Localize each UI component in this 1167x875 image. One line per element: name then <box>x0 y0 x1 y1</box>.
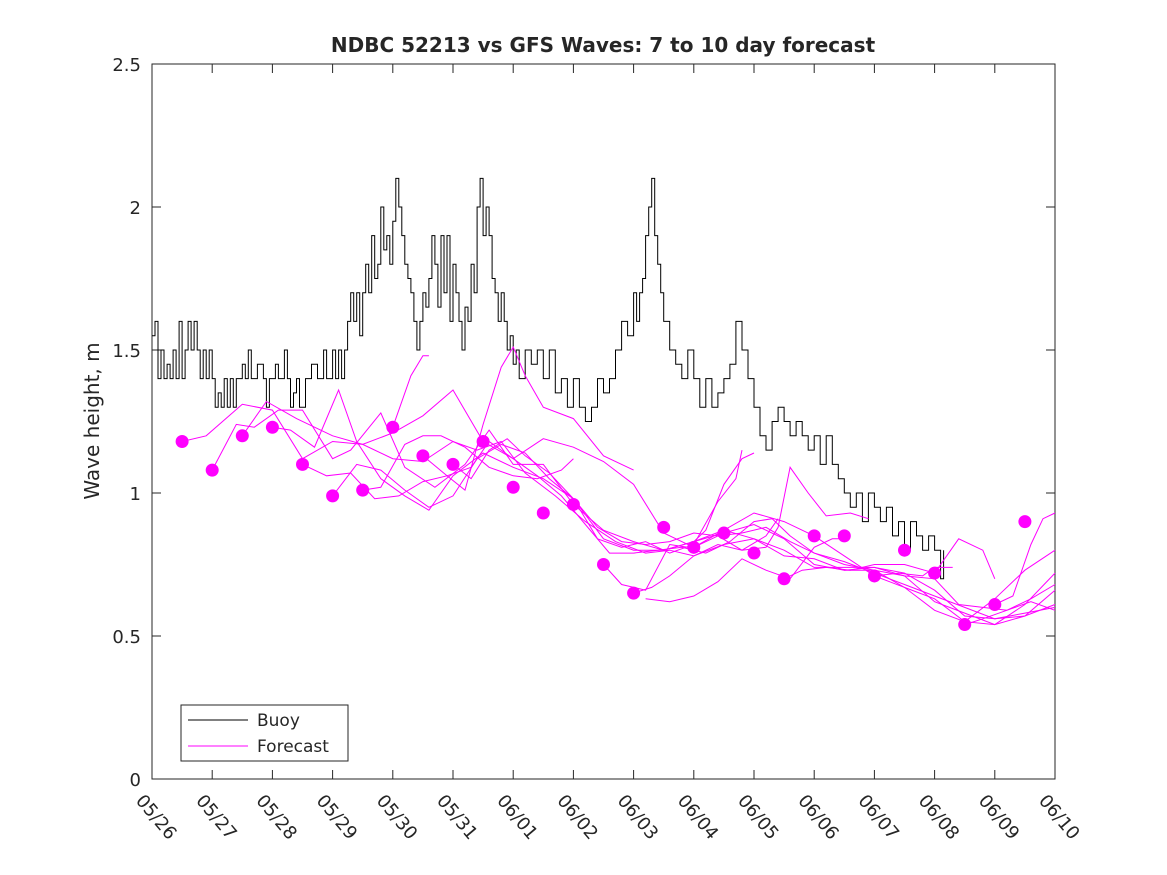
forecast-trace-line <box>422 345 634 491</box>
forecast-point <box>988 598 1002 612</box>
forecast-trace-line <box>332 443 1056 611</box>
forecast-trace-line <box>181 389 1056 623</box>
forecast-point <box>958 618 972 632</box>
forecast-point <box>867 569 881 583</box>
forecast-point <box>536 506 550 520</box>
forecast-point <box>687 540 701 554</box>
forecast-point <box>416 449 430 463</box>
buoy-series-line <box>152 177 945 580</box>
forecast-trace-line <box>693 466 869 551</box>
y-tick-label: 1 <box>130 484 141 505</box>
forecast-point <box>356 483 370 497</box>
forecast-point <box>296 457 309 471</box>
forecast-trace-line <box>272 388 1056 626</box>
y-tick-label: 2 <box>130 198 141 219</box>
forecast-point <box>597 558 610 571</box>
forecast-trace-line <box>633 518 779 594</box>
legend: Buoy Forecast <box>180 704 349 762</box>
plot-area: 00.511.522.5 05/26 05/27 05/28 05/29 05/30 05… <box>112 55 1083 844</box>
forecast-point <box>627 586 641 600</box>
series-layer <box>152 177 1056 632</box>
forecast-point <box>235 429 249 443</box>
forecast-trace-line <box>362 435 574 491</box>
forecast-point <box>898 543 911 557</box>
forecast-point <box>837 529 851 543</box>
y-tick-label: 2.5 <box>112 55 141 76</box>
legend-box <box>180 704 349 762</box>
forecast-point <box>446 457 460 471</box>
forecast-point <box>326 489 340 503</box>
forecast-trace-line <box>241 400 1056 626</box>
forecast-trace-line <box>392 355 429 428</box>
forecast-point <box>747 546 761 560</box>
y-axis-label: Wave height, m <box>80 342 104 499</box>
forecast-point <box>777 572 791 586</box>
forecast-trace-line <box>783 538 996 580</box>
y-axis-ticks: 0 0.5 1 1.5 2 2.5 <box>112 55 1055 791</box>
chart-title: NDBC 52213 vs GFS Waves: 7 to 10 day for… <box>331 33 876 57</box>
forecast-point <box>265 420 279 434</box>
forecast-trace-line <box>211 409 1056 620</box>
y-tick-label: 0.5 <box>112 627 141 648</box>
forecast-point <box>657 520 671 534</box>
forecast-point <box>928 566 942 580</box>
forecast-trace-line <box>964 584 1056 626</box>
forecast-point <box>717 526 731 540</box>
forecast-point <box>1018 515 1032 529</box>
forecast-point <box>506 480 520 494</box>
legend-forecast-label: Forecast <box>257 737 329 757</box>
forecast-trace-line <box>302 440 1056 620</box>
forecast-point <box>566 497 580 511</box>
plot-frame <box>151 63 1056 780</box>
forecast-trace-line <box>645 538 845 603</box>
forecast-point <box>175 435 189 449</box>
forecast-trace-line <box>994 512 1056 605</box>
forecast-point <box>476 435 490 449</box>
y-tick-label: 0 <box>130 770 141 791</box>
forecast-trace-line <box>452 438 743 554</box>
forecast-point <box>807 529 821 543</box>
forecast-point <box>205 463 219 477</box>
forecast-point <box>386 420 400 434</box>
legend-buoy-label: Buoy <box>257 711 300 731</box>
y-tick-label: 1.5 <box>112 341 141 362</box>
forecast-trace-line <box>874 566 953 577</box>
